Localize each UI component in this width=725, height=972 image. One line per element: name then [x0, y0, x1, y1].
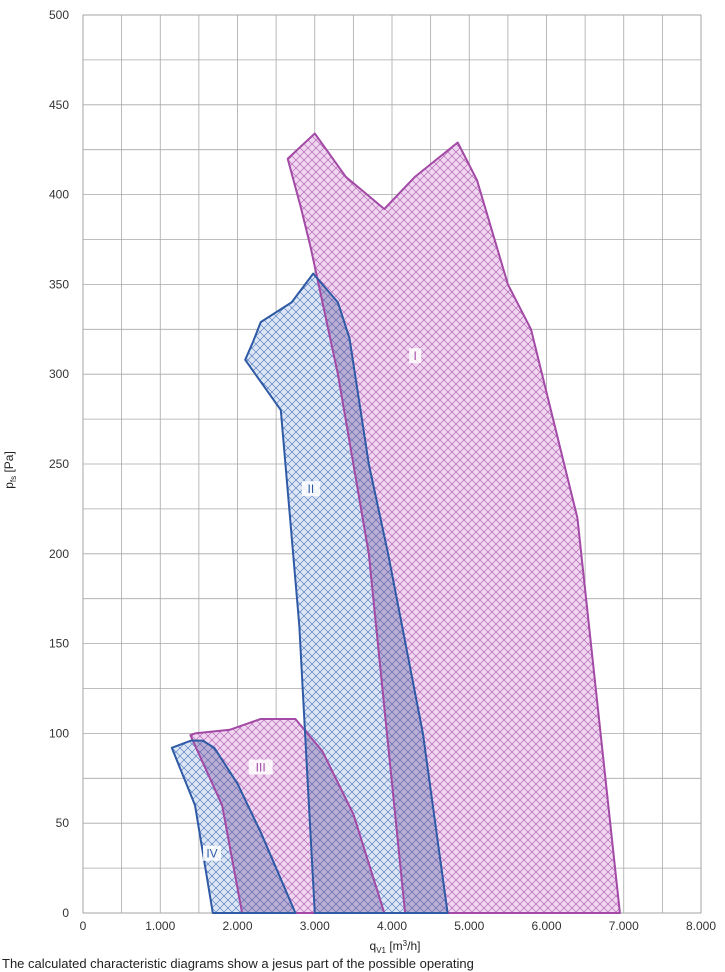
region-label-i: I	[414, 349, 417, 363]
region-label-bg	[301, 481, 320, 497]
regions	[171, 133, 620, 914]
y-tick-label: 300	[49, 367, 69, 381]
y-tick-label: 250	[49, 457, 69, 471]
region-ii-area	[245, 273, 448, 914]
x-tick-label: 3.000	[300, 919, 330, 933]
y-tick-label: 450	[49, 98, 69, 112]
region-i-area	[287, 133, 620, 913]
x-tick-label: 1.000	[145, 919, 175, 933]
y-tick-label: 500	[49, 8, 69, 22]
x-axis-label: qV1 [m3/h]	[370, 939, 421, 955]
x-tick-label: 4.000	[377, 919, 407, 933]
region-label-ii: II	[308, 482, 315, 496]
x-tick-label: 0	[80, 919, 87, 933]
y-tick-label: 200	[49, 547, 69, 561]
caption: The calculated characteristic diagrams s…	[2, 956, 474, 971]
y-tick-label: 50	[56, 816, 70, 830]
region-label-bg	[409, 348, 422, 364]
region-label-bg	[203, 845, 222, 861]
x-tick-label: 5.000	[454, 919, 484, 933]
region-iv-area	[171, 740, 296, 913]
region-label-iii: III	[256, 761, 266, 775]
region-label-bg	[248, 759, 273, 775]
x-tick-label: 7.000	[609, 919, 639, 933]
region-iii-outline	[189, 718, 386, 914]
y-tick-label: 350	[49, 277, 69, 291]
y-tick-label: 100	[49, 726, 69, 740]
region-ii-outline	[244, 272, 449, 914]
x-tick-label: 8.000	[686, 919, 716, 933]
x-tick-label: 6.000	[531, 919, 561, 933]
y-axis-label: pfs [Pa]	[2, 451, 18, 489]
y-tick-label: 400	[49, 188, 69, 202]
region-label-iv: IV	[206, 847, 217, 861]
region-i-outline	[286, 132, 621, 914]
y-tick-label: 0	[62, 906, 69, 920]
y-tick-label: 150	[49, 637, 69, 651]
x-tick-label: 2.000	[222, 919, 252, 933]
